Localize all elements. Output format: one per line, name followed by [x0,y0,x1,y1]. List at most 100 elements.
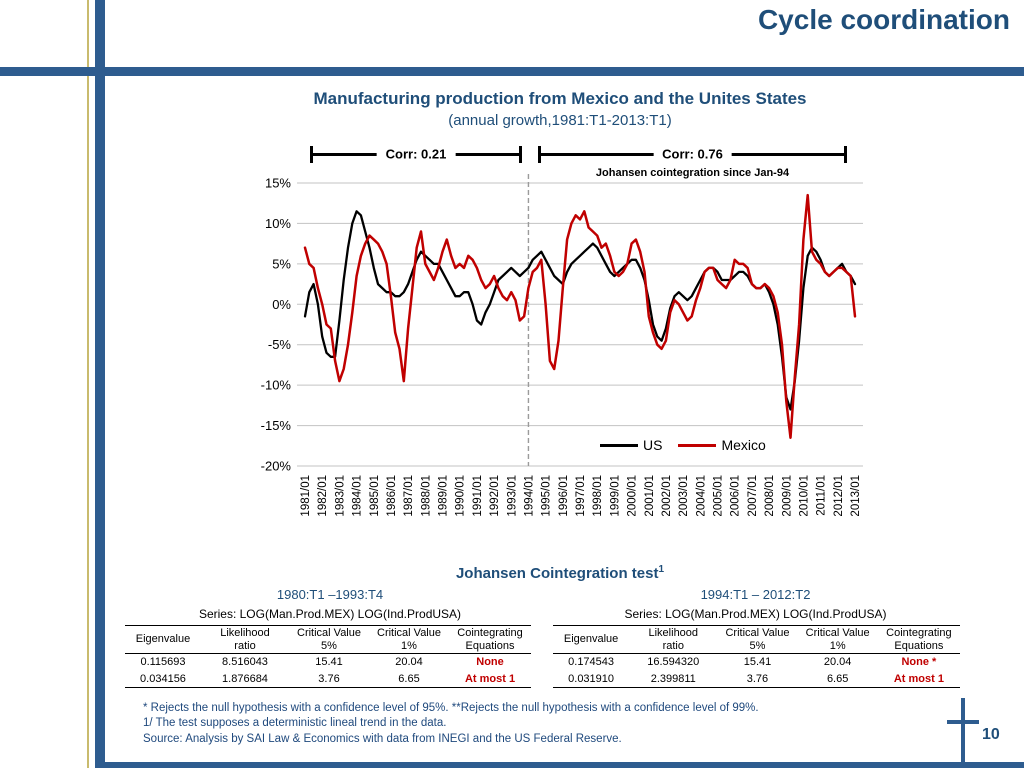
column-header: Critical Value 1% [369,624,449,655]
x-axis-tick-label: 1994/01 [523,475,535,517]
x-axis-tick-label: 1989/01 [438,475,450,517]
table-cell: 6.65 [797,670,878,688]
table-cell: 1.876684 [201,670,289,688]
x-axis-tick-label: 2010/01 [798,475,810,517]
left-accent-bar [95,0,105,768]
x-axis-tick-label: 1991/01 [472,475,484,517]
y-axis-tick-label: -5% [268,337,292,352]
y-axis-tick-label: 15% [265,176,291,191]
table-row: 0.174543 16.594320 15.41 20.04 None * [553,654,960,671]
x-axis-tick-label: 1998/01 [592,475,604,517]
table-cell: 2.399811 [629,670,718,688]
y-axis-tick-label: -20% [261,459,292,474]
footnotes: * Rejects the null hypothesis with a con… [143,701,759,747]
bracket-endcap-right [519,146,522,163]
corr-bracket-post-1994: Corr: 0.76 [538,146,847,163]
x-axis-tick-label: 2000/01 [627,475,639,517]
table-cell: None * [901,656,937,669]
x-axis-tick-label: 2006/01 [730,475,742,517]
slide-title: Cycle coordination [757,4,1010,35]
column-header: Likelihood ratio [201,624,289,655]
table-row: 0.115693 8.516043 15.41 20.04 None [125,654,531,671]
page-marker-vline [961,698,965,768]
production-line-chart: 15% 10% 5% 0% -5% -10% -15% -20% 1981/01 1982/01 1… [261,174,863,517]
x-axis-tick-label: 1996/01 [558,475,570,517]
table-row: 0.031910 2.399811 3.76 6.65 At most 1 [553,670,960,688]
period-label-right: 1994:T1 – 2012:T2 [700,587,811,602]
column-header: Eigenvalue [553,624,630,655]
x-axis-tick-label: 1992/01 [489,475,501,517]
corr-bracket-pre-1994: Corr: 0.21 [310,146,522,163]
table-cell: At most 1 [449,670,531,688]
legend-mexico-label: Mexico [721,437,766,453]
column-header: Eigenvalue [125,624,201,655]
cointegration-table-1994-2012: Eigenvalue Likelihood ratio Critical Value… [553,624,960,688]
table-cell: None [476,656,504,669]
page-marker-hline [947,720,979,724]
x-axis-tick-label: 2001/01 [644,475,656,517]
series-spec-left: Series: LOG(Man.Prod.MEX) LOG(Ind.ProdUS… [198,607,462,621]
x-axis-tick-label: 2009/01 [781,475,793,517]
corr-right-label: Corr: 0.76 [653,146,732,162]
table-cell: 0.115693 [140,656,186,669]
x-axis-tick-label: 2003/01 [678,475,690,517]
table-row: 0.034156 1.876684 3.76 6.65 At most 1 [125,670,531,688]
x-axis-tick-label: 2012/01 [833,475,845,517]
x-axis-tick-label: 2013/01 [850,475,862,517]
series-line-mexico [303,193,857,439]
x-axis-tick-label: 1993/01 [506,475,518,517]
column-header: Cointegrating Equations [877,624,960,655]
mexico-line-swatch [678,443,717,447]
bracket-endcap-right [844,146,847,163]
column-header: Critical Value 1% [797,624,878,655]
table-cell: 20.04 [823,656,852,669]
left-accent-line [87,0,89,768]
x-axis-tick-label: 1997/01 [575,475,587,517]
footnote-trend-assumption: 1/ The test supposes a deterministic lin… [143,717,447,730]
top-divider-bar [0,67,1024,76]
x-axis-tick-label: 2005/01 [713,475,725,517]
table-cell: 0.174543 [568,656,615,669]
y-axis-tick-label: 0% [272,297,291,312]
y-axis-tick-label: 5% [272,256,291,271]
table-cell: 16.594320 [647,656,700,669]
footnote-rejection-levels: * Rejects the null hypothesis with a con… [143,702,759,714]
table-cell: 0.031910 [553,670,630,688]
x-axis-tick-label: 1988/01 [420,475,432,517]
column-header: Cointegrating Equations [449,624,531,655]
chart-title: Manufacturing production from Mexico and… [313,89,807,108]
x-axis-tick-label: 1986/01 [386,475,398,517]
table-cell: 15.41 [315,656,343,669]
table-cell: 3.76 [289,670,369,688]
table-header-row: Eigenvalue Likelihood ratio Critical Value… [553,624,960,655]
x-axis-tick-label: 1987/01 [403,475,415,517]
x-axis-tick-label: 1983/01 [334,475,346,517]
series-spec-right: Series: LOG(Man.Prod.MEX) LOG(Ind.ProdUS… [624,607,887,621]
cointegration-test-title-sup: 1 [658,564,665,575]
table-cell: At most 1 [877,670,960,688]
column-header: Likelihood ratio [629,624,718,655]
cointegration-test-title: Johansen Cointegration test1 [110,564,1010,582]
corr-left-label: Corr: 0.21 [376,146,456,162]
page-number: 10 [982,726,1000,743]
johansen-note: Johansen cointegration since Jan-94 [595,167,790,179]
x-axis-tick-label: 1995/01 [541,475,553,517]
x-axis-tick-label: 2007/01 [747,475,759,517]
table-cell: 15.41 [743,656,772,669]
table-cell: 3.76 [717,670,798,688]
x-axis-tick-label: 1990/01 [455,475,467,517]
table-cell: 8.516043 [222,656,268,669]
series-line-us [303,210,857,411]
y-axis-tick-label: -15% [261,418,292,433]
x-axis-tick-label: 2004/01 [695,475,707,517]
x-axis-tick-label: 2011/01 [816,475,828,516]
x-axis-tick-label: 2002/01 [661,475,673,517]
cointegration-test-title-text: Johansen Cointegration test [455,565,659,582]
footnote-source: Source: Analysis by SAI Law & Economics … [143,732,622,745]
cointegration-table-1980-1993: Eigenvalue Likelihood ratio Critical Value… [125,624,531,688]
column-header: Critical Value 5% [289,624,369,655]
y-axis-tick-label: -10% [261,378,292,393]
period-label-left: 1980:T1 –1993:T4 [276,587,384,602]
table-cell: 20.04 [395,656,423,669]
